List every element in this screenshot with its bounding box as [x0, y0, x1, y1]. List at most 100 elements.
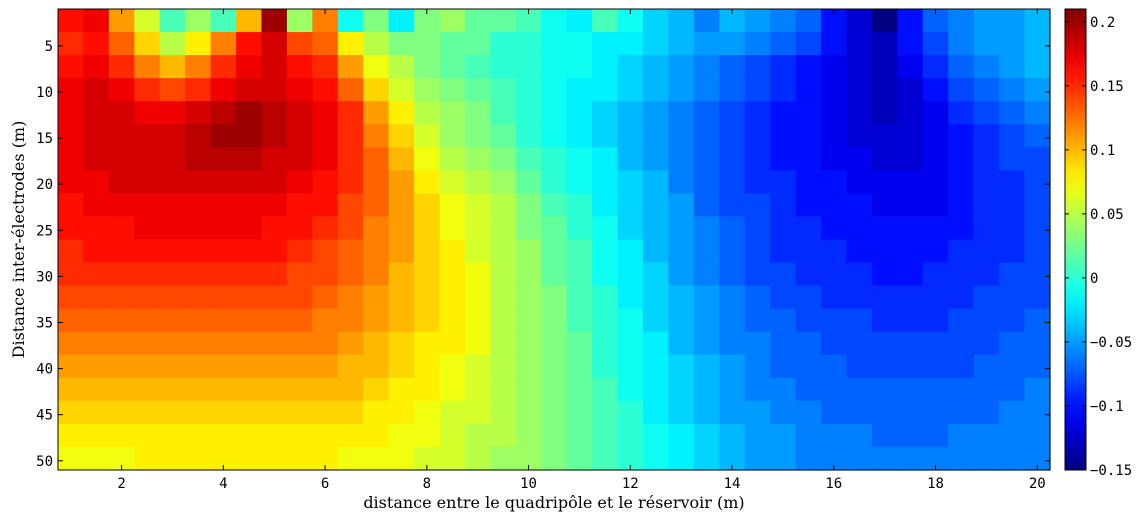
heatmap-cell: [643, 354, 670, 379]
heatmap-cell: [210, 32, 237, 56]
heatmap-cell: [337, 55, 364, 79]
heatmap-cell: [541, 239, 568, 264]
heatmap-cell: [999, 32, 1026, 56]
heatmap-cell: [897, 78, 924, 102]
heatmap-cell: [999, 285, 1026, 310]
heatmap-cell: [668, 423, 695, 448]
heatmap-cell: [414, 262, 441, 287]
heatmap-cell: [719, 9, 746, 33]
heatmap-cell: [846, 9, 873, 33]
heatmap-cell: [312, 55, 339, 79]
heatmap-cell: [490, 55, 517, 79]
heatmap-cell: [643, 9, 670, 33]
heatmap-cell: [1024, 354, 1051, 379]
heatmap-cell: [795, 285, 822, 310]
heatmap-cell: [490, 446, 517, 471]
heatmap-cell: [948, 377, 975, 402]
heatmap-cell: [744, 262, 771, 287]
heatmap-cell: [693, 423, 720, 448]
heatmap-cell: [464, 124, 492, 148]
heatmap-cell: [821, 9, 848, 33]
heatmap-cell: [388, 55, 415, 79]
heatmap-cell: [363, 78, 390, 102]
heatmap-cell: [897, 193, 924, 218]
heatmap-cell: [185, 147, 212, 171]
heatmap-cell: [83, 193, 110, 218]
heatmap-cell: [871, 101, 898, 125]
heatmap-cell: [83, 331, 110, 356]
heatmap-cell: [668, 216, 695, 241]
heatmap-cell: [566, 101, 593, 125]
heatmap-cell: [821, 55, 848, 79]
heatmap-cell: [363, 216, 390, 241]
colorbar-tick-label: 0: [1090, 271, 1098, 287]
heatmap-cell: [973, 147, 1000, 171]
heatmap-cell: [414, 193, 441, 218]
heatmap-cell: [770, 55, 797, 79]
heatmap-cell: [592, 55, 619, 79]
heatmap-cell: [388, 193, 415, 218]
heatmap-cell: [871, 446, 898, 471]
heatmap-cell: [159, 239, 186, 264]
heatmap-cell: [541, 331, 568, 356]
heatmap-cell: [1024, 423, 1051, 448]
heatmap-cell: [770, 239, 797, 264]
heatmap-cell: [439, 285, 466, 310]
heatmap-cell: [464, 400, 492, 425]
heatmap-cell: [643, 446, 670, 471]
heatmap-cell: [236, 9, 263, 33]
heatmap-cell: [795, 446, 822, 471]
heatmap-cell: [337, 285, 364, 310]
heatmap-cell: [108, 423, 135, 448]
heatmap-cell: [871, 32, 898, 56]
heatmap-cell: [261, 193, 288, 218]
heatmap-cell: [973, 285, 1000, 310]
heatmap-cell: [236, 239, 263, 264]
heatmap-cell: [566, 377, 593, 402]
heatmap-cell: [83, 377, 110, 402]
heatmap-cell: [337, 32, 364, 56]
heatmap-cell: [617, 147, 644, 171]
heatmap-cell: [439, 331, 466, 356]
heatmap-cell: [541, 32, 568, 56]
heatmap-cell: [871, 55, 898, 79]
heatmap-cell: [566, 9, 593, 33]
heatmap-cell: [795, 193, 822, 218]
heatmap-cell: [566, 262, 593, 287]
heatmap-cell: [159, 216, 186, 241]
colorbar-tick-label: −0.05: [1090, 335, 1132, 351]
heatmap-cell: [948, 331, 975, 356]
heatmap-cell: [83, 78, 110, 102]
heatmap-cell: [770, 170, 797, 194]
heatmap-cell: [210, 147, 237, 171]
heatmap-cell: [312, 377, 339, 402]
heatmap-cell: [515, 101, 542, 125]
heatmap-cell: [592, 331, 619, 356]
heatmap-cell: [363, 9, 390, 33]
heatmap-cell: [388, 354, 415, 379]
heatmap-cell: [948, 216, 975, 241]
heatmap-cell: [846, 55, 873, 79]
heatmap-cell: [693, 9, 720, 33]
heatmap-cell: [337, 377, 364, 402]
heatmap-cell: [261, 9, 288, 33]
heatmap-cell: [999, 147, 1026, 171]
heatmap-cell: [719, 32, 746, 56]
y-tick-label: 5: [45, 39, 53, 55]
heatmap-cell: [1024, 32, 1051, 56]
heatmap-cell: [388, 101, 415, 125]
heatmap-cell: [464, 78, 492, 102]
heatmap-cell: [134, 170, 161, 194]
heatmap-cell: [286, 9, 313, 33]
heatmap-cell: [744, 285, 771, 310]
heatmap-cell: [821, 262, 848, 287]
heatmap-cell: [312, 32, 339, 56]
heatmap-cell: [159, 377, 186, 402]
heatmap-cell: [922, 32, 949, 56]
heatmap-cell: [363, 331, 390, 356]
heatmap-cell: [414, 78, 441, 102]
heatmap-cell: [846, 308, 873, 333]
heatmap-cell: [58, 377, 85, 402]
heatmap-cell: [337, 308, 364, 333]
heatmap-cell: [490, 262, 517, 287]
